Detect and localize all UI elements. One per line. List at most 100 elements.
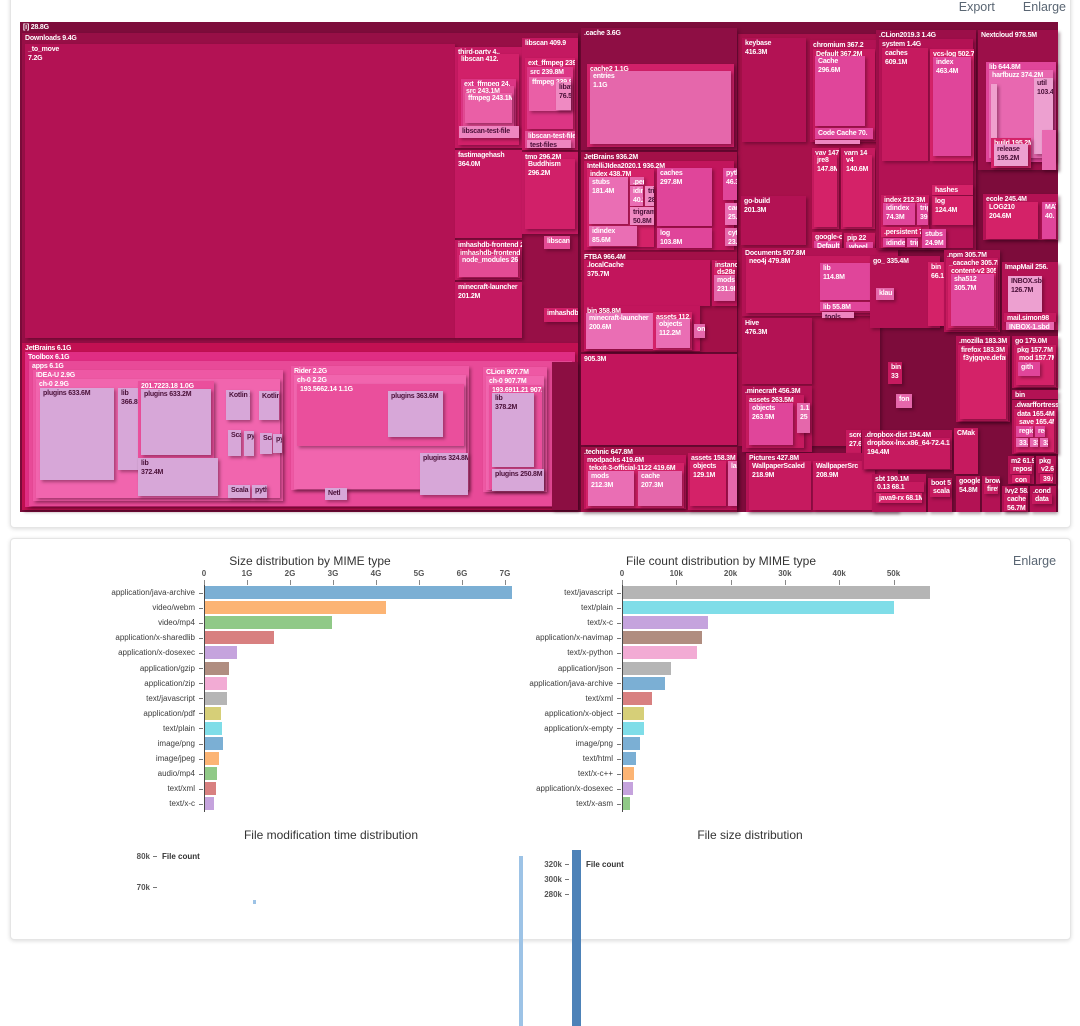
treemap-cell[interactable]: f3yjgqve.defau xyxy=(960,353,1006,419)
treemap-cell[interactable]: fon xyxy=(896,394,912,408)
treemap-cell[interactable]: repositor xyxy=(1010,464,1032,474)
treemap-cell[interactable]: libscan-f xyxy=(544,236,570,249)
treemap-cell[interactable]: INBOX.sbd 126.7M xyxy=(1008,276,1042,312)
treemap-cell[interactable]: trig xyxy=(907,238,918,247)
treemap-cell[interactable]: plugins 633.6M xyxy=(40,388,114,480)
treemap-cell[interactable]: cytho 23.9 xyxy=(725,228,737,246)
treemap-cell[interactable]: 39.6 xyxy=(1040,474,1053,483)
treemap-cell[interactable]: plugins 363.6M xyxy=(388,391,443,437)
treemap-cell[interactable]: pyth xyxy=(252,485,267,498)
treemap-cell[interactable]: go-build 201.3M xyxy=(741,196,806,245)
treemap-cell[interactable]: _to_move 7.2G xyxy=(25,44,455,338)
treemap-cell[interactable]: lib 114.8M xyxy=(820,263,870,300)
treemap-cell[interactable]: plugins 324.8M xyxy=(420,453,468,495)
treemap-cell[interactable]: v2.6 xyxy=(1038,464,1054,473)
treemap-cell[interactable]: index 463.4M xyxy=(933,57,971,156)
treemap-cell[interactable]: libav 76.5 xyxy=(556,82,571,110)
treemap-cell[interactable]: pyth 46.3 xyxy=(723,168,737,200)
treemap-cell[interactable]: tri 28 xyxy=(645,186,654,206)
treemap-cell[interactable]: Netl xyxy=(325,488,347,500)
treemap-cell[interactable]: idindex xyxy=(883,238,905,247)
treemap-cell[interactable]: Kotlin 1. xyxy=(226,390,250,420)
treemap-cell[interactable]: klau xyxy=(876,288,894,300)
treemap-cell[interactable]: cache 56.7M xyxy=(1004,494,1026,511)
treemap-cell[interactable]: Buddhism 296.2M xyxy=(525,159,575,229)
treemap-cell[interactable]: bin 33 xyxy=(888,362,902,384)
treemap-cell[interactable]: idin 40.2 xyxy=(630,186,643,206)
treemap-cell[interactable]: py xyxy=(244,431,254,456)
treemap-cell[interactable]: v4 140.6M xyxy=(843,155,872,227)
treemap-cell[interactable]: py xyxy=(273,434,282,453)
treemap-cell[interactable]: Cache 296.6M xyxy=(815,56,865,126)
treemap-cell[interactable]: idindex 85.6M xyxy=(589,226,637,246)
treemap-cell[interactable]: cache 207.3M xyxy=(638,471,682,506)
treemap-cell[interactable]: stubs 181.4M xyxy=(589,177,628,224)
treemap-cell[interactable]: lib 378.2M xyxy=(492,393,534,467)
treemap-cell[interactable]: CMak xyxy=(954,428,978,474)
treemap-cell[interactable]: lib 55.8M xyxy=(820,302,870,311)
treemap-cell[interactable]: lib 372.4M xyxy=(138,458,218,496)
treemap-cell[interactable]: minecraft-launcher 200.6M xyxy=(586,313,655,349)
treemap-cell[interactable]: objects 129.1M xyxy=(690,461,726,506)
treemap-cell[interactable]: data xyxy=(1032,494,1052,504)
treemap-cell[interactable]: cach 25.2 xyxy=(725,203,737,225)
treemap-cell[interactable]: libscan-test-file xyxy=(459,126,519,138)
treemap-cell[interactable]: con xyxy=(1012,475,1030,483)
treemap-cell[interactable]: firef xyxy=(984,484,998,494)
treemap-cell[interactable]: caches 297.8M xyxy=(657,168,712,226)
treemap-cell[interactable]: log 103.8M xyxy=(657,228,712,248)
enlarge-treemap-button[interactable]: Enlarge xyxy=(1022,0,1066,14)
treemap-cell[interactable]: 1.1 25 xyxy=(797,403,810,433)
treemap-cell[interactable]: .persistent 73 xyxy=(881,227,921,237)
treemap-cell[interactable]: objects 112.2M xyxy=(656,319,690,348)
treemap-cell[interactable] xyxy=(815,140,860,144)
treemap-cell[interactable]: Kotlin xyxy=(259,391,279,420)
treemap-cell[interactable]: tools xyxy=(822,312,854,318)
treemap-cell[interactable]: ffmpeg 243.1M xyxy=(465,93,512,123)
treemap-cell[interactable]: test-files xyxy=(527,140,571,148)
treemap-cell[interactable]: on xyxy=(694,324,705,338)
treemap-cell[interactable]: mail.simon98 xyxy=(1004,313,1056,322)
treemap-cell[interactable]: regio xyxy=(1016,426,1033,437)
treemap-cell[interactable]: .localCache 375.7M xyxy=(584,260,710,306)
treemap-cell[interactable]: gith xyxy=(1018,362,1040,376)
treemap-cell[interactable]: imhashdb 2 xyxy=(544,308,578,322)
treemap-cell[interactable]: caches 609.1M xyxy=(882,48,928,161)
treemap-cell[interactable]: Scala 6 xyxy=(228,485,250,498)
treemap-cell[interactable]: google-+ 54.8M xyxy=(956,476,980,512)
treemap-cell[interactable]: trigra 39.5M xyxy=(917,203,928,225)
treemap-cell[interactable]: Scal xyxy=(228,430,241,456)
treemap-cell[interactable]: plugins 250.8M xyxy=(492,469,544,491)
treemap-cell[interactable]: java9-rx 68.1M xyxy=(876,493,922,503)
treemap-cell[interactable] xyxy=(552,362,578,510)
treemap-cell[interactable]: INBOX-1.sbd xyxy=(1006,322,1054,330)
treemap-cell[interactable]: minecraft-launcher 201.2M xyxy=(455,282,522,338)
treemap-cell[interactable]: brow xyxy=(982,476,1000,512)
treemap-cell[interactable]: Code Cache 70. xyxy=(815,128,873,139)
treemap-cell[interactable]: jre8 147.8M xyxy=(814,155,837,227)
export-button[interactable]: Export xyxy=(958,0,995,14)
treemap-cell[interactable]: 33. xyxy=(1030,438,1038,447)
treemap-cell[interactable]: idindex 74.3M xyxy=(883,203,915,225)
treemap-cell[interactable]: 905.3M xyxy=(581,354,737,445)
treemap-cell[interactable]: Sca xyxy=(260,433,272,454)
treemap-cell[interactable]: hashes xyxy=(932,185,973,195)
treemap-cell[interactable]: trigram.i 50.8M xyxy=(630,207,654,225)
treemap-cell[interactable]: dropbox-lnx.x86_64-72.4.136 194.4M xyxy=(864,438,950,469)
treemap-cell[interactable]: bin xyxy=(1012,390,1058,399)
treemap-cell[interactable]: 0.13 68.1 xyxy=(874,482,924,492)
treemap-cell[interactable]: WallpaperScaled 218.9M xyxy=(749,461,811,510)
treemap-cell[interactable]: lau xyxy=(728,461,737,506)
treemap-cell[interactable]: log 124.4M xyxy=(932,196,973,225)
treemap-cell[interactable]: 33.9 xyxy=(1016,438,1028,447)
treemap-cell[interactable]: 32. xyxy=(1040,438,1048,447)
treemap-cell[interactable]: wheel xyxy=(846,242,873,252)
treemap-cell[interactable]: release 195.2M xyxy=(994,144,1028,166)
treemap-cell[interactable]: fastimagehash 364.0M xyxy=(455,150,522,238)
treemap-cell[interactable]: mods 212.3M xyxy=(588,471,634,506)
treemap-cell[interactable]: keybase 416.3M xyxy=(742,38,806,142)
treemap-cell[interactable]: bin 66.1 xyxy=(928,262,948,326)
enlarge-charts-button[interactable]: Enlarge xyxy=(1013,554,1057,568)
treemap-cell[interactable]: Hive 476.3M xyxy=(742,318,812,384)
treemap-cell[interactable]: plugins 633.2M xyxy=(141,389,211,455)
